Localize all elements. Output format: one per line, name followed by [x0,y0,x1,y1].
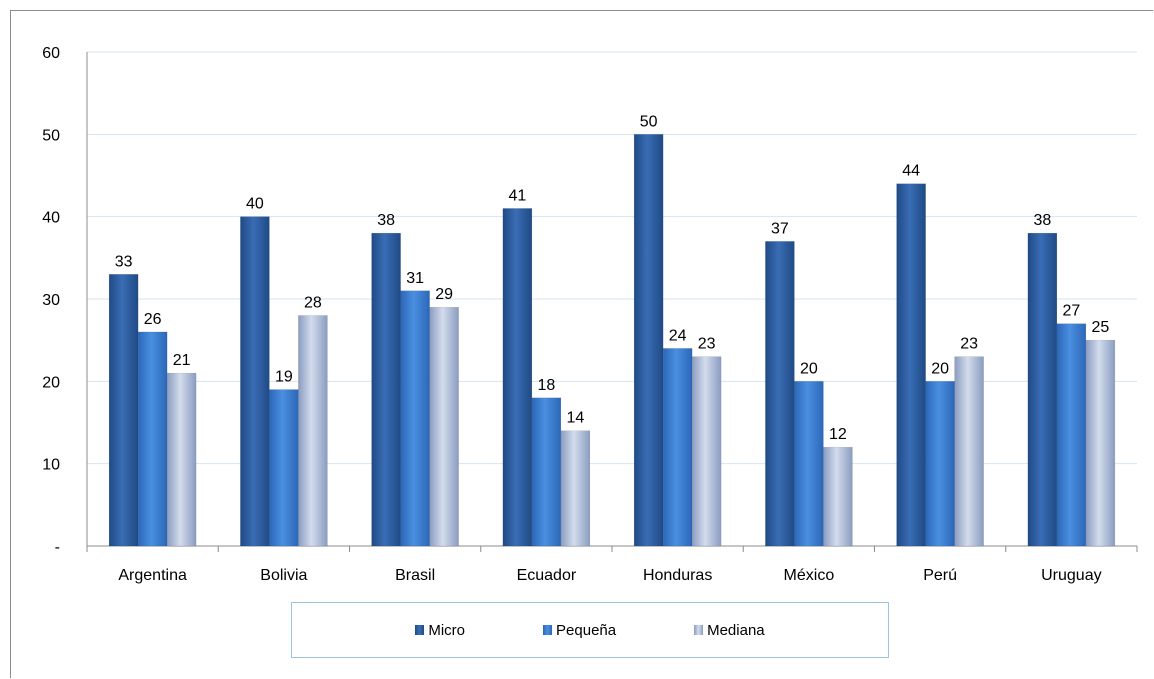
data-label: 26 [144,311,162,328]
data-label: 24 [669,327,687,344]
x-tick-label: Argentina [118,567,187,584]
data-label: 18 [537,377,555,394]
x-tick-label: Honduras [643,567,712,584]
y-tick-label: 30 [42,292,60,309]
x-tick-label: Brasil [395,567,435,584]
chart-frame [10,10,1153,678]
legend-swatch [694,625,704,635]
bar-peque-a [662,348,693,547]
legend-label: Mediana [707,621,765,639]
bar-mediana [691,356,722,547]
data-label: 23 [960,336,978,353]
x-tick-label: Perú [923,567,957,584]
data-label: 38 [377,212,395,229]
bar-micro [371,232,401,547]
bar-micro [1027,232,1058,547]
data-label: 50 [640,113,658,130]
y-tick-label: 50 [42,127,60,144]
y-tick-label: 20 [42,374,60,391]
data-label: 31 [406,270,424,287]
data-label: 44 [902,163,920,180]
bar-micro [633,134,664,547]
bar-mediana [823,446,853,547]
data-label: 20 [800,360,818,377]
data-label: 20 [931,360,949,377]
x-tick-label: Bolivia [260,567,307,584]
data-label: 33 [115,253,133,270]
y-tick-label: 60 [42,45,60,62]
data-label: 38 [1033,212,1051,229]
x-tick-label: Uruguay [1041,567,1101,584]
data-labels: 33 26 21 40 19 28 38 31 29 41 18 14 50 24 23 37 20 12 44 20… [115,113,1110,443]
data-label: 25 [1091,319,1109,336]
axes: - 10 20 30 40 50 60 Argentina Bolivia Brasil Ecuad… [42,45,1138,584]
data-label: 19 [275,369,293,386]
y-tick-label: - [55,539,60,556]
data-label: 21 [173,352,191,369]
y-tick-label: 10 [42,457,60,474]
data-label: 23 [698,336,716,353]
bar-mediana [429,306,459,547]
bar-mediana [1085,339,1116,547]
bar-micro [240,216,270,547]
data-label: 37 [771,220,789,237]
legend-item: Mediana [694,622,765,639]
bar-peque-a [400,290,430,547]
y-tick-label: 40 [42,210,60,227]
data-label: 29 [435,286,453,303]
bar-mediana [298,315,328,547]
data-label: 14 [566,410,584,427]
legend-label: Micro [428,621,466,639]
data-label: 41 [508,187,526,204]
data-label: 40 [246,196,264,213]
bar-micro [108,274,139,547]
bar-peque-a [794,381,824,547]
bar-mediana [954,356,984,547]
bar-peque-a [925,381,955,547]
bar-mediana [560,430,591,547]
legend-swatch [415,625,425,635]
x-tick-label: México [784,567,835,584]
legend: Micro Pequeña Mediana [291,602,889,658]
bar-peque-a [1056,323,1087,547]
x-tick-label: Ecuador [517,567,577,584]
bar-peque-a [137,331,168,547]
legend-item: Pequeña [543,622,616,639]
bar-micro [765,241,795,547]
bar-micro [502,208,533,547]
legend-label: Pequeña [556,621,617,639]
data-label: 12 [829,426,847,443]
legend-swatch [543,625,553,635]
bar-peque-a [269,389,299,547]
bar-mediana [166,372,197,547]
legend-item: Micro [415,622,465,639]
bar-peque-a [531,397,562,547]
bar-micro [896,183,926,547]
bars [108,134,1116,547]
data-label: 28 [304,294,322,311]
data-label: 27 [1062,303,1080,320]
